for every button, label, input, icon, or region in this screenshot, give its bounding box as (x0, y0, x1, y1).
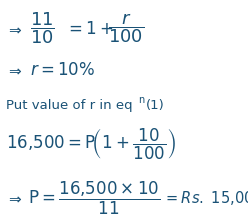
Text: n: n (138, 95, 144, 104)
Text: $\Rightarrow$: $\Rightarrow$ (6, 21, 23, 36)
Text: $\dfrac{11}{10}$: $\dfrac{11}{10}$ (30, 11, 55, 46)
Text: $= 1 +$: $= 1 +$ (65, 20, 113, 38)
Text: (1): (1) (146, 99, 165, 112)
Text: $\dfrac{r}{100}$: $\dfrac{r}{100}$ (108, 12, 144, 45)
Text: $\Rightarrow$: $\Rightarrow$ (6, 191, 23, 205)
Text: $r = 10\%$: $r = 10\%$ (30, 61, 95, 79)
Text: $\Rightarrow$: $\Rightarrow$ (6, 63, 23, 78)
Text: $\mathrm{P} = \dfrac{16{,}500 \times 10}{11}$: $\mathrm{P} = \dfrac{16{,}500 \times 10}… (28, 179, 160, 217)
Text: $16{,}500 = \mathrm{P}\!\left(1 + \dfrac{10}{100}\right)$: $16{,}500 = \mathrm{P}\!\left(1 + \dfrac… (6, 126, 176, 162)
Text: Put value of r in eq: Put value of r in eq (6, 99, 133, 112)
Text: $= \mathit{Rs.}\ 15{,}000.$: $= \mathit{Rs.}\ 15{,}000.$ (163, 189, 248, 207)
